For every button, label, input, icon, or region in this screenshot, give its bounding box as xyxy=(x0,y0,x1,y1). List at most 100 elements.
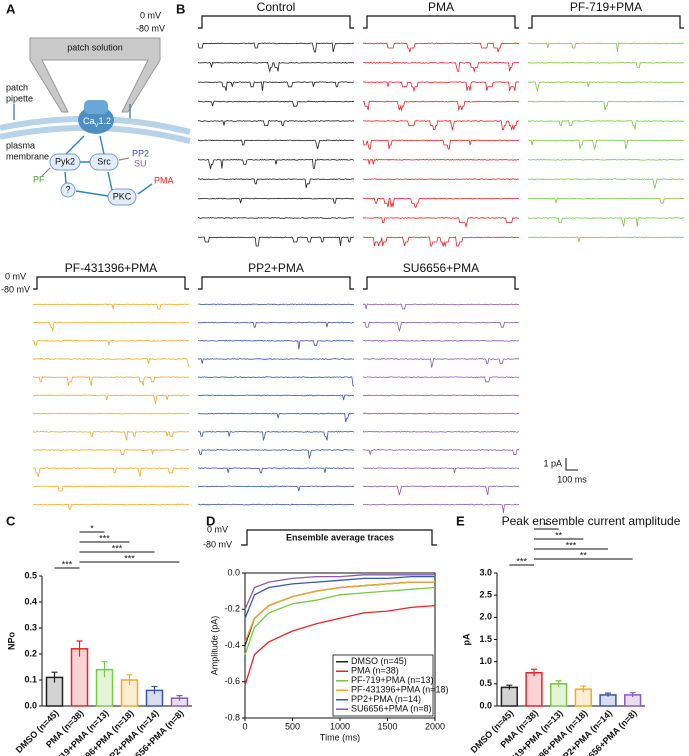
bar xyxy=(550,683,568,707)
activator: PMA xyxy=(154,175,174,185)
trace xyxy=(32,467,190,477)
trace xyxy=(197,61,355,73)
diagram: patch solution patch pipette plasma memb… xyxy=(0,37,191,206)
y-tick-label: 0.0 xyxy=(227,567,240,577)
scale-label: 1 pA xyxy=(543,458,562,468)
trace xyxy=(527,236,685,243)
error-bar xyxy=(76,640,83,657)
trace xyxy=(527,100,685,111)
significance-label: *** xyxy=(112,543,123,553)
y-tick-label: -0.2 xyxy=(224,604,240,614)
y-tick-label: 1.5 xyxy=(479,634,492,644)
panel-label: C xyxy=(6,513,16,528)
label: pipette xyxy=(6,93,33,103)
series-line xyxy=(244,604,436,686)
protocol-label: 0 mV xyxy=(140,10,161,20)
trace xyxy=(197,120,355,126)
trace xyxy=(198,178,355,188)
y-tick-label: 2.0 xyxy=(479,612,492,622)
series-line xyxy=(244,575,435,619)
trace xyxy=(197,197,355,204)
error-bar xyxy=(580,685,587,693)
y-tick-label: 0.1 xyxy=(24,674,37,684)
voltage-protocol xyxy=(33,276,189,290)
panel-label: B xyxy=(176,1,185,16)
significance-label: *** xyxy=(62,559,73,569)
protocol-label: -80 mV xyxy=(203,539,232,549)
trace xyxy=(362,467,520,473)
channel-label: CaV1.2 xyxy=(83,116,111,128)
trace xyxy=(197,503,355,506)
y-axis-label: Amplitude (pA) xyxy=(209,616,219,676)
inhibitor: SU xyxy=(134,158,147,168)
trace xyxy=(32,358,190,368)
label: patch solution xyxy=(67,42,123,52)
x-tick-label: 500 xyxy=(285,721,300,731)
y-tick-label: 0.4 xyxy=(24,596,37,606)
node-label: ? xyxy=(65,184,70,194)
trace xyxy=(362,394,520,397)
trace xyxy=(32,412,189,415)
legend-label: PF-719+PMA (n=13) xyxy=(351,675,434,685)
y-tick-label: 0.5 xyxy=(24,570,37,580)
trace xyxy=(32,449,190,455)
trace xyxy=(32,485,190,492)
chart-title: Peak ensemble current amplitude xyxy=(502,514,681,528)
trace xyxy=(197,376,354,387)
x-tick-label: 1500 xyxy=(377,721,397,731)
series-line xyxy=(244,581,435,646)
trace xyxy=(527,197,685,204)
error-bar xyxy=(555,680,562,687)
condition-title: PMA xyxy=(428,0,454,14)
bar xyxy=(70,648,89,707)
error-bar xyxy=(506,684,513,690)
legend-label: DMSO (n=45) xyxy=(351,656,407,666)
error-bar xyxy=(151,685,158,695)
trace xyxy=(32,303,190,310)
trace xyxy=(32,503,190,510)
panel-label: D xyxy=(206,513,215,528)
x-axis-label: Time (ms) xyxy=(320,732,360,742)
node-label: PKC xyxy=(113,191,132,201)
voltage-protocol xyxy=(363,15,519,29)
arrow xyxy=(64,135,153,197)
condition-title: SU6656+PMA xyxy=(403,261,479,275)
y-tick-label: 0.5 xyxy=(479,678,492,688)
trace xyxy=(197,303,355,306)
trace xyxy=(198,217,355,219)
trace xyxy=(197,449,355,459)
y-tick-label: 2.5 xyxy=(479,590,492,600)
trace xyxy=(362,42,520,53)
y-tick-label: -0.8 xyxy=(224,712,240,722)
trace xyxy=(197,394,355,401)
node xyxy=(60,182,76,198)
voltage-protocol xyxy=(528,15,684,29)
node-label: Src xyxy=(97,156,111,166)
trace xyxy=(362,217,520,229)
label: plasma xyxy=(6,140,35,150)
trace xyxy=(362,119,520,132)
legend-box xyxy=(332,654,434,717)
text: V xyxy=(95,123,99,129)
inhibitor: PF xyxy=(33,174,45,184)
trace xyxy=(197,485,355,492)
significance-label: ** xyxy=(580,550,588,560)
series-line xyxy=(244,586,436,655)
label: patch xyxy=(6,82,28,92)
legend-label: SU6656+PMA (n=8) xyxy=(351,704,432,714)
y-axis-label: pA xyxy=(461,633,471,645)
error-bar xyxy=(176,695,183,701)
x-tick-label: 0 xyxy=(242,721,247,731)
legend-label: PP2+PMA (n=14) xyxy=(351,694,421,704)
trace xyxy=(527,139,685,151)
significance-label: ** xyxy=(555,530,563,540)
node xyxy=(107,188,137,206)
trace xyxy=(362,81,520,93)
voltage-protocol xyxy=(198,276,354,290)
label: membrane xyxy=(6,151,49,161)
trace xyxy=(197,412,355,423)
trace xyxy=(362,358,520,368)
trace xyxy=(197,42,355,53)
significance-label: * xyxy=(545,520,549,530)
condition-title: PF-719+PMA xyxy=(570,0,642,14)
